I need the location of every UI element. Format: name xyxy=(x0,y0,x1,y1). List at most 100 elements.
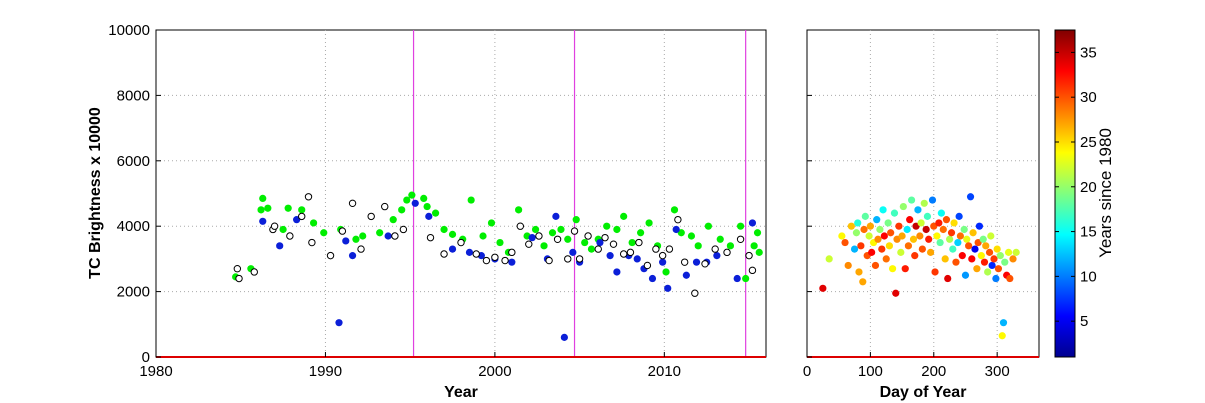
data-point xyxy=(854,219,862,227)
tick-label-x: 2010 xyxy=(648,363,681,380)
data-point xyxy=(342,237,350,245)
data-point xyxy=(1009,255,1017,263)
data-point xyxy=(952,258,960,266)
data-point xyxy=(861,212,869,220)
scatter-panel-year: 1980 1990 2000 2010 0 2000 4000 6000 8000 10000 T… xyxy=(87,22,767,401)
data-point-open xyxy=(367,212,375,221)
data-point xyxy=(487,219,496,227)
data-point xyxy=(916,232,924,240)
data-point xyxy=(259,217,267,225)
data-point xyxy=(298,206,306,214)
data-point xyxy=(515,206,523,214)
data-point-open xyxy=(348,199,357,208)
data-point xyxy=(980,258,989,266)
data-point xyxy=(887,229,895,237)
data-point xyxy=(868,248,876,256)
data-point xyxy=(993,245,1001,253)
data-point xyxy=(884,219,892,227)
data-point-open xyxy=(635,238,643,247)
data-point xyxy=(892,289,900,297)
colorbar-tick-label: 35 xyxy=(1080,44,1097,61)
data-point-open xyxy=(535,232,543,240)
data-point xyxy=(411,199,419,207)
tick-label-x: 300 xyxy=(985,363,1010,380)
data-point xyxy=(990,255,998,263)
data-point-open xyxy=(482,256,491,265)
data-point xyxy=(961,271,970,279)
data-point-open xyxy=(545,256,553,265)
data-point xyxy=(408,191,416,199)
data-point xyxy=(992,274,1000,283)
data-point-open xyxy=(516,222,525,230)
data-point-open xyxy=(701,260,709,268)
data-point xyxy=(276,242,284,250)
data-point xyxy=(557,225,565,234)
data-point-open xyxy=(652,245,660,253)
data-point xyxy=(914,206,922,214)
data-point xyxy=(398,206,406,214)
tick-label-y: 10000 xyxy=(108,22,150,39)
data-point xyxy=(850,245,859,253)
data-point xyxy=(907,196,916,204)
data-point xyxy=(996,252,1004,260)
data-point xyxy=(637,229,645,237)
x-axis-label-year: Year xyxy=(444,384,478,401)
data-point xyxy=(968,255,976,263)
data-point-open xyxy=(680,258,689,266)
data-point xyxy=(999,319,1008,327)
data-point xyxy=(736,222,745,230)
data-point xyxy=(531,225,540,234)
data-point-open xyxy=(298,212,306,221)
data-point xyxy=(431,209,440,217)
left-gridlines xyxy=(156,30,766,357)
colorbar-ticks: 5 10 15 20 25 30 35 xyxy=(1055,44,1097,330)
right-points xyxy=(819,193,1020,340)
data-point xyxy=(620,212,628,220)
data-point xyxy=(508,258,516,266)
data-point-open xyxy=(508,248,516,257)
data-point xyxy=(882,255,890,263)
tick-label-x: 2000 xyxy=(478,363,511,380)
data-point xyxy=(384,232,392,240)
data-point-open xyxy=(304,193,313,201)
data-point xyxy=(423,202,431,211)
data-point-open xyxy=(736,235,745,243)
data-point xyxy=(879,206,887,214)
tick-label-y: 6000 xyxy=(117,153,150,170)
data-point xyxy=(733,274,741,283)
data-point xyxy=(994,265,1003,273)
data-point xyxy=(279,225,287,234)
tick-label-y: 2000 xyxy=(117,284,150,301)
data-point xyxy=(403,196,411,204)
data-point xyxy=(942,216,951,224)
data-point xyxy=(376,229,384,237)
data-point xyxy=(755,248,763,256)
data-point xyxy=(440,225,448,234)
tick-label-x: 100 xyxy=(858,363,883,380)
data-point xyxy=(965,242,973,250)
data-point xyxy=(613,268,621,276)
data-point xyxy=(847,222,855,230)
data-point xyxy=(352,235,360,243)
data-point xyxy=(692,258,701,266)
data-point xyxy=(985,248,994,256)
data-point xyxy=(963,235,971,243)
left-plot-frame xyxy=(155,29,767,358)
data-point-open xyxy=(426,233,435,242)
data-point xyxy=(899,202,907,211)
data-point xyxy=(936,238,944,247)
data-point xyxy=(890,209,899,217)
data-point xyxy=(880,232,888,240)
data-point xyxy=(672,225,680,234)
data-point xyxy=(979,235,987,243)
data-point xyxy=(897,248,905,256)
data-point xyxy=(865,232,873,240)
data-point xyxy=(947,229,956,237)
data-point xyxy=(1001,258,1009,266)
data-point xyxy=(927,248,935,256)
data-point xyxy=(528,234,536,242)
colorbar-label: Years since 1980 xyxy=(1096,128,1115,258)
data-point-open xyxy=(286,232,294,240)
data-point xyxy=(284,204,292,212)
data-point-open xyxy=(308,238,316,247)
